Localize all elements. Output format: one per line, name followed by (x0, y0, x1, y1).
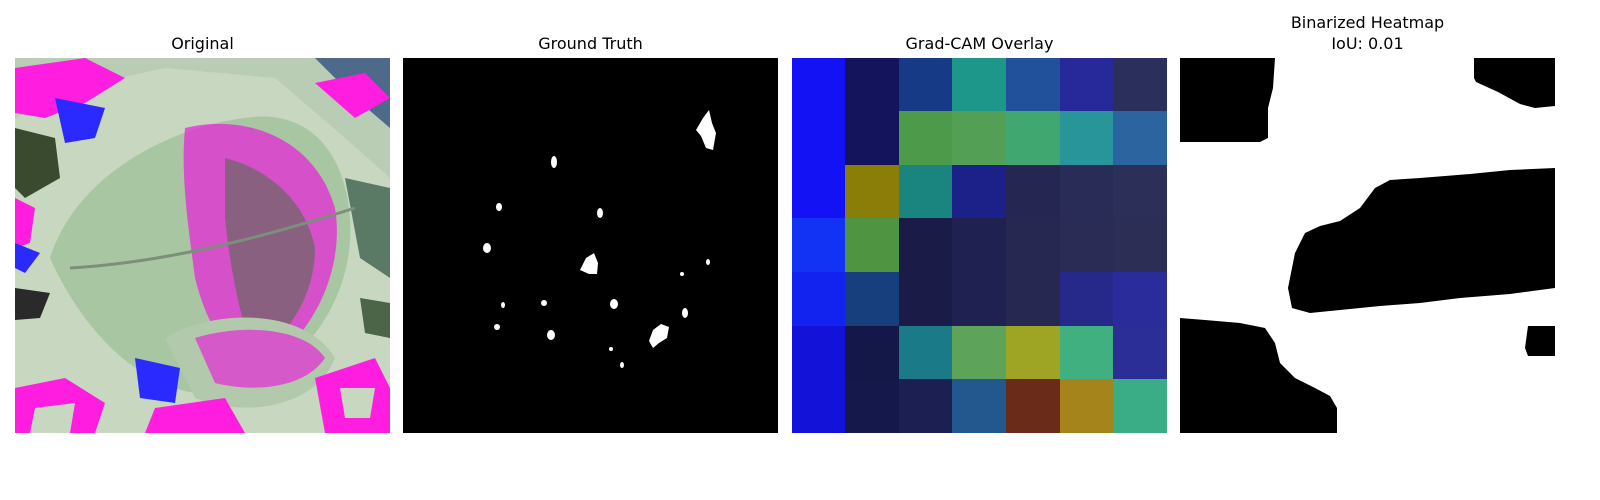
binarized-heatmap-title: Binarized Heatmap (1290, 13, 1445, 32)
ground-truth-mask-panel (403, 58, 778, 433)
gradcam-heatmap-grid (792, 58, 1167, 433)
gradcam-overlay-panel (792, 58, 1167, 433)
binarized-heatmap-panel (1180, 58, 1555, 433)
ground-truth-mask (403, 58, 778, 433)
binarized-heatmap-mask (1180, 58, 1555, 433)
gradcam-overlay-title: Grad-CAM Overlay (905, 34, 1054, 53)
original-image-panel (15, 58, 390, 433)
original-leaf-image (15, 58, 390, 433)
ground-truth-title: Ground Truth (538, 34, 643, 53)
iou-score-label: IoU: 0.01 (1331, 34, 1404, 53)
original-title: Original (171, 34, 234, 53)
